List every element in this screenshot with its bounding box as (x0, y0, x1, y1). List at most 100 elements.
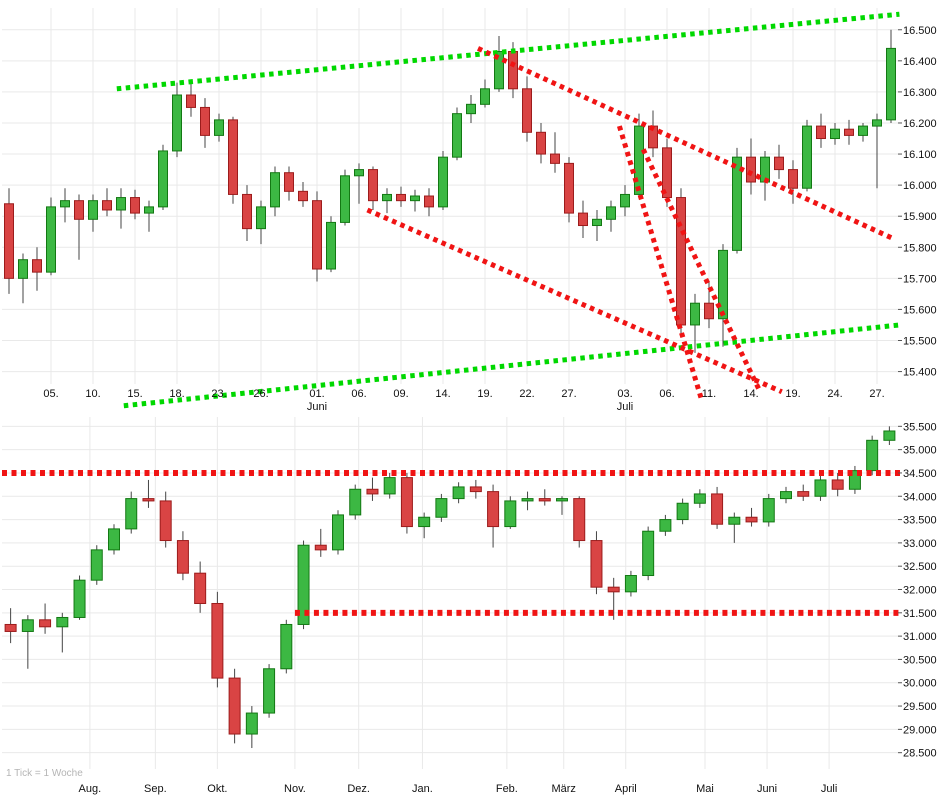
candle-body (130, 197, 140, 214)
candle-body (590, 540, 603, 588)
x-tick-label: 09. (393, 388, 408, 400)
candle-body (844, 128, 854, 136)
y-tick-label: 32.500 (903, 561, 937, 573)
candle-body (158, 150, 168, 208)
candle-body (883, 430, 896, 441)
candle-body (624, 575, 637, 593)
y-tick-label: 34.000 (903, 491, 937, 503)
candle-body (521, 498, 534, 502)
trendline-green (123, 322, 900, 409)
candle-body (480, 88, 490, 105)
weekly-chart-canvas: 35.500 35.000 34.500 34.000 33.500 33.000 32.5… (2, 417, 937, 795)
x-tick-label: 01. (309, 388, 324, 400)
candle-body (606, 206, 616, 220)
y-tick-label: 34.500 (903, 468, 937, 480)
x-tick-label: Juni (757, 783, 777, 795)
candle-body (536, 131, 546, 155)
candle-body (383, 477, 396, 495)
y-tick-label: 16.400 (903, 56, 937, 68)
y-tick-label: 32.000 (903, 585, 937, 597)
x-tick-label: 22. (519, 388, 534, 400)
y-tick-label: 29.500 (903, 701, 937, 713)
candle-body (211, 602, 224, 679)
candle-body (693, 493, 706, 504)
candle-body (314, 544, 327, 551)
trendlines (116, 11, 900, 409)
candle-body (39, 619, 52, 628)
candle-body (556, 498, 568, 502)
x-tick-label: Jan. (412, 783, 433, 795)
y-tick-label: 30.000 (903, 678, 937, 690)
candle-body (332, 514, 344, 551)
candle-body (116, 197, 126, 211)
candle-body (866, 439, 879, 472)
y-tick-label: 31.000 (903, 631, 937, 643)
y-tick-label: 15.900 (903, 211, 937, 223)
candle-body (745, 516, 758, 523)
x-tick-label: Feb. (496, 783, 518, 795)
x-tick-label: 03. (617, 388, 632, 400)
candles (4, 426, 896, 749)
y-tick-label: 30.500 (903, 654, 937, 666)
x-tick-label: Aug. (79, 783, 102, 795)
month-label: Juli (617, 401, 634, 413)
x-tick-label: 06. (351, 388, 366, 400)
tick-scale-label: 1 Tick = 1 Woche (6, 768, 83, 779)
candle-body (410, 195, 420, 202)
candles (4, 29, 896, 353)
trendlines (2, 469, 902, 616)
candle-body (550, 153, 560, 164)
candle-body (676, 502, 689, 521)
x-tick-label: 10. (85, 388, 100, 400)
y-tick-label: 15.400 (903, 367, 937, 379)
candle-body (802, 125, 812, 189)
gridlines (2, 8, 898, 384)
candle-body (400, 477, 413, 528)
candle-body (108, 528, 120, 551)
gridlines (2, 417, 898, 769)
x-axis-labels: Aug. Sep. Okt. Nov. Dez. Jan. Feb. März April Mai… (79, 783, 838, 795)
x-tick-label: 11. (702, 388, 716, 400)
x-tick-label: Nov. (284, 783, 306, 795)
x-tick-label: 06. (659, 388, 674, 400)
candle-body (831, 479, 844, 490)
y-tick-label: 16.200 (903, 118, 937, 130)
candle-body (634, 125, 644, 195)
candle-body (662, 147, 672, 199)
candle-body (176, 540, 189, 574)
candle-body (142, 498, 155, 502)
x-tick-label: März (551, 783, 575, 795)
candle-body (242, 193, 252, 230)
candle-body (564, 162, 574, 214)
x-tick-label: Juli (821, 783, 838, 795)
candle-body (4, 203, 14, 279)
candle-body (418, 516, 431, 528)
weekly-candlestick-chart: 35.500 35.000 34.500 34.000 33.500 33.000 32.5… (0, 413, 941, 805)
x-tick-label: Okt. (207, 783, 227, 795)
candle-body (788, 169, 798, 189)
x-tick-label: Mai (696, 783, 714, 795)
x-tick-label: 05. (43, 388, 58, 400)
candle-body (18, 259, 28, 279)
candle-body (354, 169, 364, 177)
candle-body (396, 193, 406, 202)
y-tick-label: 15.500 (903, 335, 937, 347)
candle-body (326, 221, 336, 270)
candle-body (494, 51, 504, 90)
y-tick-label: 16.500 (903, 25, 937, 37)
y-tick-label: 15.600 (903, 304, 937, 316)
candle-body (382, 193, 392, 202)
candle-body (312, 200, 322, 270)
candle-body (774, 156, 784, 171)
y-tick-label: 31.500 (903, 608, 937, 620)
candle-body (830, 128, 840, 140)
y-tick-label: 35.500 (903, 421, 937, 433)
candle-body (56, 616, 69, 628)
x-tick-label: 27. (561, 388, 576, 400)
candle-body (186, 94, 196, 108)
candle-body (200, 106, 210, 136)
candle-body (718, 249, 728, 320)
candle-body (452, 486, 465, 500)
trendline-red (366, 207, 783, 395)
candle-body (214, 119, 224, 136)
